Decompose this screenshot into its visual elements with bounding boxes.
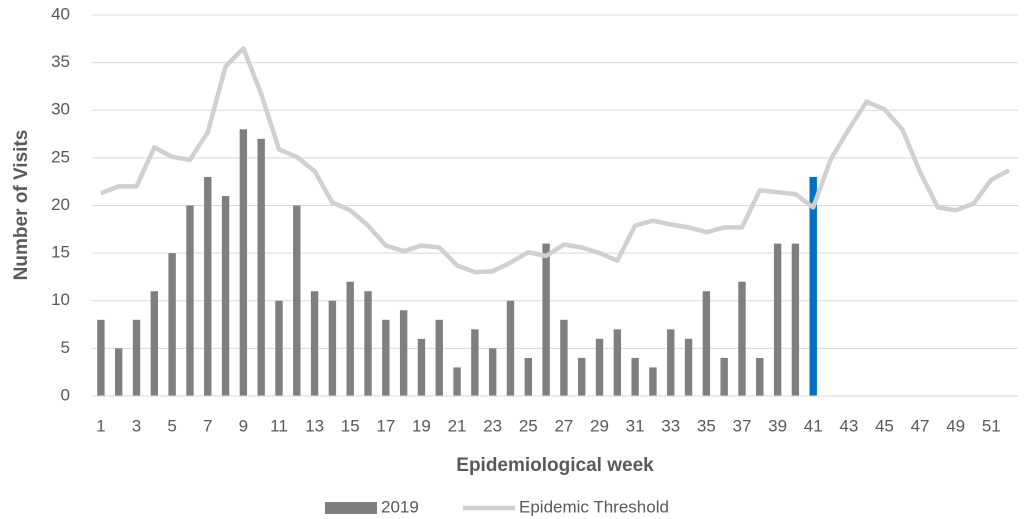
x-tick-label: 37 [733, 416, 752, 435]
bar [809, 176, 817, 396]
bar [310, 291, 319, 396]
x-tick-label: 21 [448, 416, 467, 435]
bar [221, 195, 230, 396]
bar [542, 243, 550, 396]
bar [578, 357, 586, 396]
x-axis-title: Epidemiological week [456, 455, 654, 476]
bar [773, 243, 782, 396]
x-tick-label: 41 [804, 416, 823, 435]
y-tick-label: 20 [51, 195, 70, 214]
bar [275, 300, 283, 396]
x-tick-label: 35 [697, 416, 716, 435]
legend-label: Epidemic Threshold [519, 497, 669, 516]
bar [453, 367, 461, 396]
x-tick-label: 19 [412, 416, 431, 435]
bar [471, 329, 479, 396]
x-tick-label: 3 [132, 416, 141, 435]
bar [293, 205, 301, 396]
y-axis-title: Number of Visits [11, 130, 32, 281]
legend-swatch [325, 502, 377, 514]
x-tick-label: 1 [96, 416, 105, 435]
bar [524, 357, 532, 396]
y-tick-label: 0 [61, 385, 70, 404]
bar [382, 319, 390, 396]
bar [328, 300, 337, 396]
x-tick-label: 5 [167, 416, 176, 435]
y-tick-label: 35 [51, 52, 70, 71]
bar [132, 319, 141, 396]
threshold-line [100, 46, 1011, 275]
x-tick-label: 9 [239, 416, 248, 435]
x-tick-label: 29 [590, 416, 609, 435]
bar [168, 253, 176, 396]
y-tick-label: 30 [51, 100, 70, 119]
x-tick-label: 39 [768, 416, 787, 435]
y-tick-label: 40 [51, 4, 70, 23]
bar [488, 348, 497, 396]
x-tick-label: 31 [626, 416, 645, 435]
bar [150, 291, 159, 396]
bar [631, 357, 639, 396]
bar [417, 338, 426, 396]
bar [684, 338, 693, 396]
bar [204, 176, 212, 396]
x-tick-label: 47 [911, 416, 930, 435]
bar [257, 138, 265, 396]
y-tick-label: 5 [61, 338, 70, 357]
bar [364, 291, 372, 396]
bar [506, 300, 515, 396]
bar [186, 205, 194, 396]
bar [97, 319, 105, 396]
bar [720, 357, 728, 396]
x-tick-label: 49 [946, 416, 965, 435]
y-tick-label: 10 [51, 290, 70, 309]
y-tick-label: 25 [51, 147, 70, 166]
bar [702, 291, 711, 396]
bar [346, 281, 354, 396]
x-tick-label: 51 [982, 416, 1001, 435]
x-tick-label: 45 [875, 416, 894, 435]
x-tick-label: 7 [203, 416, 212, 435]
x-tick-label: 23 [483, 416, 502, 435]
bar [560, 319, 568, 396]
bar [738, 281, 746, 396]
legend-label: 2019 [381, 497, 419, 516]
x-tick-label: 13 [305, 416, 324, 435]
bar [239, 129, 248, 397]
bar [791, 243, 800, 396]
x-tick-label: 33 [661, 416, 680, 435]
bar [435, 319, 443, 396]
bar [649, 367, 657, 396]
x-tick-label: 25 [519, 416, 538, 435]
x-tick-label: 27 [554, 416, 573, 435]
x-tick-label: 15 [341, 416, 360, 435]
x-tick-label: 17 [376, 416, 395, 435]
bar [595, 338, 604, 396]
bar [399, 310, 408, 396]
y-tick-label: 15 [51, 243, 70, 262]
bar [613, 329, 622, 396]
bar [667, 329, 675, 396]
bar [756, 357, 764, 396]
x-tick-label: 11 [270, 416, 288, 435]
x-tick-label: 43 [839, 416, 858, 435]
bar [115, 348, 123, 396]
